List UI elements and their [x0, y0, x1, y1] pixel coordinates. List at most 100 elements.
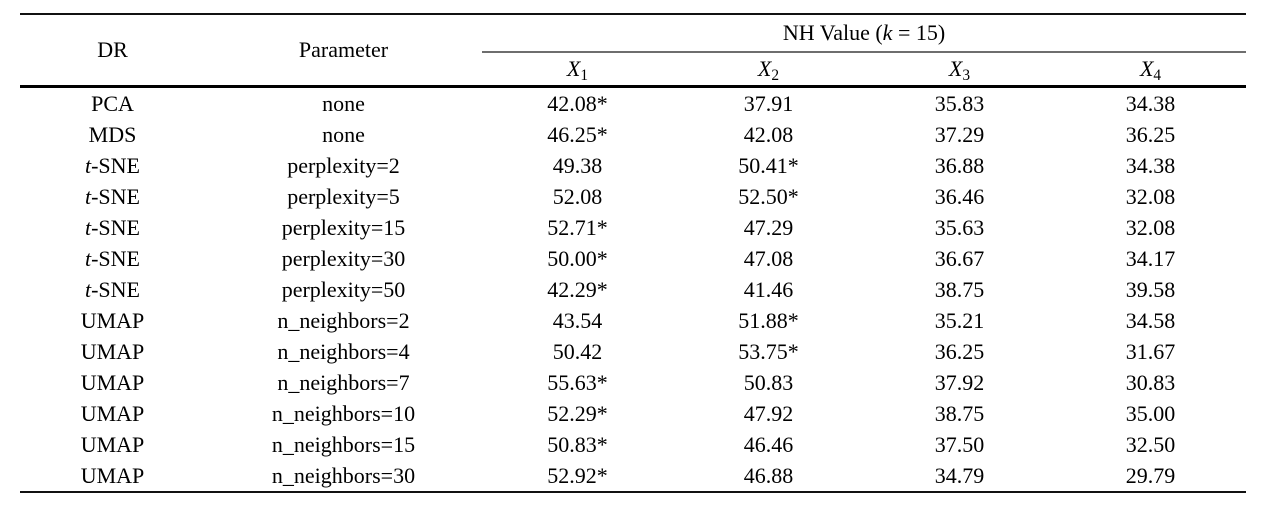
parameter-cell: perplexity=30 [281, 245, 406, 271]
nh-value-cell-x3: 34.79 [934, 462, 985, 488]
parameter-cell: n_neighbors=2 [277, 307, 410, 333]
header-group-row: DR Parameter NH Value (k = 15) [20, 14, 1247, 62]
nh-value-cell-x3: 36.25 [934, 338, 985, 364]
nh-value-results-table: DR Parameter NH Value (k = 15) X1 X2 X3 X4 … [20, 13, 1247, 493]
parameter-cell: n_neighbors=30 [271, 462, 416, 488]
nh-value-cell-x4: 34.17 [1125, 245, 1176, 271]
nh-value-cell-x1: 49.38 [552, 152, 603, 178]
table-row: PCA none 42.08* 37.91 35.83 34.38 [20, 87, 1246, 120]
dr-method-cell: t-SNE [84, 214, 140, 240]
nh-value-cell-x2: 52.50* [738, 183, 799, 209]
nh-value-cell-x1: 55.63* [547, 369, 608, 395]
table-header: DR Parameter NH Value (k = 15) X1 X2 X3 X4 [20, 14, 1247, 87]
nh-value-cell-x4: 31.67 [1125, 338, 1176, 364]
table-row: UMAP n_neighbors=7 55.63* 50.83 37.92 30.83 [20, 367, 1246, 398]
nh-value-cell-x1: 52.92* [547, 462, 608, 488]
nh-value-label-post: = 15) [892, 20, 946, 45]
nh-value-cell-x2: 53.75* [738, 338, 799, 364]
dr-method-cell: UMAP [80, 431, 145, 457]
nh-value-cell-x2: 47.29 [743, 214, 794, 240]
column-group-header-nh-value: NH Value (k = 15) [482, 14, 1247, 53]
column-header-x2: X2 [757, 56, 780, 84]
nh-value-cell-x4: 32.08 [1125, 183, 1176, 209]
table-row: t-SNE perplexity=5 52.08 52.50* 36.46 32.08 [20, 181, 1246, 212]
nh-value-cell-x2: 47.08 [743, 245, 794, 271]
nh-value-cell-x1: 46.25* [547, 121, 608, 147]
dr-method-cell: UMAP [80, 307, 145, 333]
nh-value-cell-x2: 47.92 [743, 400, 794, 426]
nh-value-k-italic: k [882, 20, 893, 45]
column-header-x3: X3 [948, 56, 971, 84]
column-header-x1: X1 [566, 56, 589, 84]
nh-value-cell-x2: 46.88 [743, 462, 794, 488]
nh-value-cell-x1: 50.00* [547, 245, 608, 271]
parameter-cell: n_neighbors=10 [271, 400, 416, 426]
nh-value-cell-x1: 52.29* [547, 400, 608, 426]
table-row: t-SNE perplexity=50 42.29* 41.46 38.75 39.58 [20, 274, 1246, 305]
parameter-cell: perplexity=15 [281, 214, 406, 240]
dr-method-cell: t-SNE [84, 183, 140, 209]
parameter-cell: n_neighbors=15 [271, 431, 416, 457]
column-header-x4: X4 [1139, 56, 1162, 84]
nh-value-cell-x3: 38.75 [934, 276, 985, 302]
parameter-cell: perplexity=50 [281, 276, 406, 302]
nh-value-cell-x4: 34.38 [1125, 90, 1176, 116]
nh-value-cell-x2: 37.91 [743, 90, 794, 116]
column-header-dr: DR [97, 37, 128, 62]
nh-value-cell-x3: 36.46 [934, 183, 985, 209]
nh-value-cell-x4: 39.58 [1125, 276, 1176, 302]
table-row: t-SNE perplexity=30 50.00* 47.08 36.67 34.17 [20, 243, 1246, 274]
nh-value-cell-x1: 52.08 [552, 183, 603, 209]
nh-value-cell-x1: 42.08* [547, 90, 608, 116]
nh-value-cell-x3: 37.50 [934, 431, 985, 457]
table-row: UMAP n_neighbors=15 50.83* 46.46 37.50 32.50 [20, 429, 1246, 460]
table-row: UMAP n_neighbors=30 52.92* 46.88 34.79 29.79 [20, 460, 1246, 492]
nh-value-cell-x4: 32.50 [1125, 431, 1176, 457]
parameter-cell: n_neighbors=4 [277, 338, 410, 364]
dr-method-cell: t-SNE [84, 276, 140, 302]
dr-method-cell: UMAP [80, 338, 145, 364]
nh-value-cell-x4: 30.83 [1125, 369, 1176, 395]
nh-value-cell-x3: 37.29 [934, 121, 985, 147]
dr-method-cell: MDS [88, 121, 137, 147]
dr-method-cell: PCA [91, 90, 134, 116]
column-header-parameter: Parameter [298, 37, 389, 62]
nh-value-cell-x3: 38.75 [934, 400, 985, 426]
parameter-cell: perplexity=2 [287, 152, 400, 178]
nh-value-cell-x4: 34.38 [1125, 152, 1176, 178]
table-row: t-SNE perplexity=2 49.38 50.41* 36.88 34.38 [20, 150, 1246, 181]
table-row: t-SNE perplexity=15 52.71* 47.29 35.63 32.08 [20, 212, 1246, 243]
paper-results-table-container: DR Parameter NH Value (k = 15) X1 X2 X3 X4 … [20, 13, 1247, 493]
dr-method-cell: UMAP [80, 462, 145, 488]
nh-value-cell-x2: 51.88* [738, 307, 799, 333]
nh-value-cell-x1: 52.71* [547, 214, 608, 240]
dr-method-cell: UMAP [80, 400, 145, 426]
nh-value-cell-x4: 32.08 [1125, 214, 1176, 240]
nh-value-cell-x3: 35.63 [934, 214, 985, 240]
nh-value-cell-x2: 50.41* [738, 152, 799, 178]
table-row: UMAP n_neighbors=4 50.42 53.75* 36.25 31.67 [20, 336, 1246, 367]
nh-value-cell-x2: 41.46 [743, 276, 794, 302]
nh-value-cell-x2: 46.46 [743, 431, 794, 457]
table-row: UMAP n_neighbors=10 52.29* 47.92 38.75 35.00 [20, 398, 1246, 429]
nh-value-cell-x3: 36.88 [934, 152, 985, 178]
parameter-cell: perplexity=5 [287, 183, 400, 209]
parameter-cell: none [322, 121, 365, 147]
nh-value-cell-x4: 34.58 [1125, 307, 1176, 333]
nh-value-cell-x4: 35.00 [1125, 400, 1176, 426]
nh-value-cell-x4: 36.25 [1125, 121, 1176, 147]
dr-method-cell: UMAP [80, 369, 145, 395]
nh-value-cell-x1: 50.42 [552, 338, 603, 364]
nh-value-cell-x3: 35.21 [934, 307, 985, 333]
table-body: PCA none 42.08* 37.91 35.83 34.38 MDS none 46.25… [20, 87, 1246, 493]
nh-value-cell-x3: 36.67 [934, 245, 985, 271]
nh-value-cell-x3: 37.92 [934, 369, 985, 395]
header-x-columns-row: X1 X2 X3 X4 [20, 52, 1246, 87]
parameter-cell: none [322, 90, 365, 116]
nh-value-cell-x2: 50.83 [743, 369, 794, 395]
table-row: UMAP n_neighbors=2 43.54 51.88* 35.21 34.58 [20, 305, 1246, 336]
nh-value-cell-x1: 50.83* [547, 431, 608, 457]
nh-value-cell-x1: 42.29* [547, 276, 608, 302]
nh-value-cell-x4: 29.79 [1125, 462, 1176, 488]
dr-method-cell: t-SNE [84, 245, 140, 271]
